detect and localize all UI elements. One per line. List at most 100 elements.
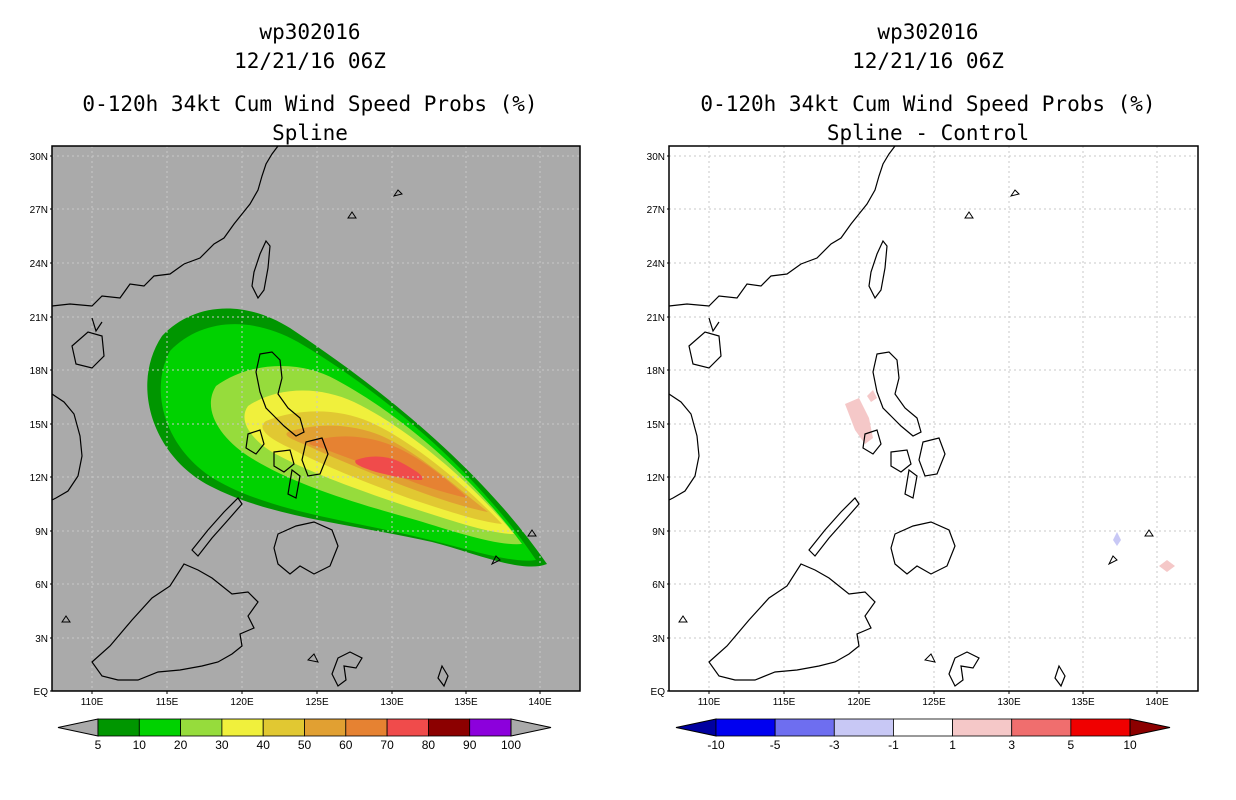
- left-colorbar-label: 60: [339, 738, 353, 752]
- left-colorbar-swatch: [386, 718, 429, 737]
- right-colorbar-label: -1: [888, 738, 899, 752]
- left-colorbar-label: 10: [133, 738, 147, 752]
- right-map: [668, 145, 1199, 692]
- left-lon-label: 120E: [230, 697, 254, 708]
- left-lon-labels: 110E 115E 120E 125E 130E 135E 140E: [81, 691, 552, 708]
- left-colorbar: 5 10 20 30 40 50 60 70 80 90 100: [57, 718, 552, 752]
- left-lat-label: 3N: [35, 634, 48, 645]
- right-title-date: 12/21/16 06Z: [852, 49, 1004, 73]
- right-title-method: Spline - Control: [826, 121, 1030, 145]
- left-lon-label: 115E: [156, 697, 179, 708]
- left-lat-label: 9N: [35, 527, 48, 538]
- right-lat-label: 18N: [647, 366, 665, 377]
- left-lon-label: 140E: [528, 697, 552, 708]
- right-lon-label: 130E: [997, 697, 1021, 708]
- right-lat-label: 21N: [647, 313, 665, 324]
- right-colorbar-label: 5: [1068, 738, 1075, 752]
- right-colorbar-label: -10: [707, 738, 725, 752]
- left-map: [51, 145, 581, 692]
- left-colorbar-swatch: [304, 718, 347, 737]
- right-title-product: 0-120h 34kt Cum Wind Speed Probs (%): [700, 92, 1156, 116]
- left-colorbar-swatch: [469, 718, 512, 737]
- right-lat-label: 12N: [647, 473, 665, 484]
- right-lon-label: 120E: [847, 697, 871, 708]
- right-lat-label: 9N: [652, 527, 665, 538]
- left-colorbar-swatch: [97, 718, 140, 737]
- left-colorbar-label: 20: [174, 738, 188, 752]
- right-colorbar-swatch: [1070, 718, 1131, 737]
- right-colorbar-label: -5: [770, 738, 781, 752]
- right-colorbar-swatch: [1011, 718, 1072, 737]
- left-colorbar-label: 30: [215, 738, 229, 752]
- left-lat-label: EQ: [34, 687, 49, 698]
- left-lat-labels: EQ 3N 6N 9N 12N 15N 18N 21N 24N 27N 30N: [30, 152, 52, 698]
- left-colorbar-low-arrow: [57, 718, 99, 737]
- left-lon-label: 125E: [305, 697, 329, 708]
- left-title-product: 0-120h 34kt Cum Wind Speed Probs (%): [82, 92, 538, 116]
- left-colorbar-swatch: [180, 718, 223, 737]
- right-lat-label: 27N: [647, 205, 665, 216]
- left-title-storm-id: wp302016: [259, 20, 361, 44]
- right-colorbar-swatch: [774, 718, 835, 737]
- positive-diff-patch-small: [867, 390, 877, 402]
- right-lat-label: 30N: [647, 152, 665, 163]
- left-colorbar-swatch: [262, 718, 305, 737]
- left-title-method: Spline: [272, 121, 348, 145]
- left-colorbar-swatch: [138, 718, 182, 737]
- right-lat-label: 24N: [647, 259, 665, 270]
- left-lat-label: 12N: [30, 473, 48, 484]
- right-colorbar-label: 3: [1008, 738, 1015, 752]
- right-lat-label: 3N: [652, 634, 665, 645]
- right-colorbar-low-arrow: [675, 718, 717, 737]
- right-colorbar-label: 1: [949, 738, 956, 752]
- right-colorbar: -10 -5 -3 -1 1 3 5 10: [675, 718, 1171, 752]
- right-colorbar-swatch: [833, 718, 894, 737]
- right-lat-label: EQ: [651, 687, 666, 698]
- left-lat-label: 27N: [30, 205, 48, 216]
- right-title-storm-id: wp302016: [877, 20, 979, 44]
- right-colorbar-high-arrow: [1129, 718, 1171, 737]
- left-lat-label: 21N: [30, 313, 48, 324]
- left-lat-label: 30N: [30, 152, 48, 163]
- left-lat-label: 18N: [30, 366, 48, 377]
- left-colorbar-label: 80: [422, 738, 436, 752]
- left-colorbar-label: 40: [257, 738, 271, 752]
- left-lat-label: 6N: [35, 580, 48, 591]
- left-lat-label: 15N: [30, 420, 48, 431]
- right-lon-label: 110E: [698, 697, 721, 708]
- left-lon-label: 110E: [81, 697, 104, 708]
- left-colorbar-swatch: [427, 718, 471, 737]
- left-map-frame: [51, 145, 581, 692]
- left-colorbar-label: 70: [380, 738, 394, 752]
- left-lat-label: 24N: [30, 259, 48, 270]
- positive-diff-patch-east: [1159, 560, 1175, 572]
- left-colorbar-swatch: [221, 718, 264, 737]
- right-lon-label: 125E: [922, 697, 946, 708]
- left-colorbar-label: 90: [463, 738, 477, 752]
- right-lat-labels: EQ 3N 6N 9N 12N 15N 18N 21N 24N 27N 30N: [647, 152, 669, 698]
- left-title-date: 12/21/16 06Z: [234, 49, 386, 73]
- negative-diff-patch: [1113, 532, 1121, 546]
- positive-diff-patch-luzon: [845, 398, 873, 444]
- probability-swath: [147, 308, 547, 567]
- right-colorbar-label: 10: [1123, 738, 1137, 752]
- left-colorbar-label: 100: [501, 738, 521, 752]
- right-colorbar-label: -3: [829, 738, 840, 752]
- right-lat-label: 6N: [652, 580, 665, 591]
- right-gridlines: [669, 146, 1198, 691]
- right-colorbar-swatch: [893, 718, 953, 737]
- left-gridlines: [52, 146, 580, 691]
- right-colorbar-swatch: [952, 718, 1013, 737]
- difference-patches: [845, 390, 1175, 572]
- left-colorbar-label: 5: [95, 738, 102, 752]
- left-lon-label: 135E: [454, 697, 478, 708]
- right-lon-label: 115E: [773, 697, 796, 708]
- left-colorbar-swatch: [345, 718, 388, 737]
- right-lon-labels: 110E 115E 120E 125E 130E 135E 140E: [698, 691, 1169, 708]
- left-colorbar-high-arrow: [510, 718, 552, 737]
- right-lat-label: 15N: [647, 420, 665, 431]
- right-lon-label: 135E: [1071, 697, 1095, 708]
- right-lon-label: 140E: [1145, 697, 1169, 708]
- left-lon-label: 130E: [380, 697, 404, 708]
